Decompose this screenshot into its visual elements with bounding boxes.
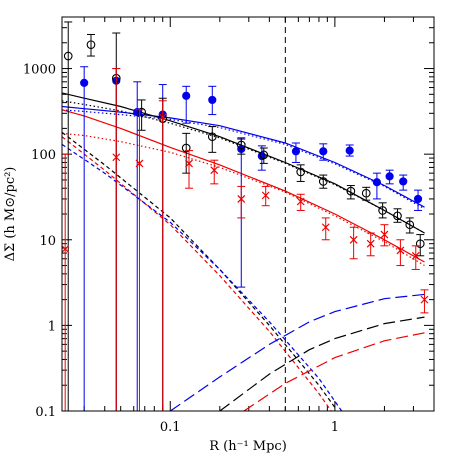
model-curve [62,92,425,234]
tick-labels: 0.1 1 0.1 1 10 100 1000 [23,63,339,435]
y-tick-label: 10 [39,234,56,249]
data-point [405,220,415,230]
data-point [345,146,354,155]
data-point [207,132,217,142]
y-tick-label: 0.1 [35,405,56,420]
data-point [372,178,382,187]
data-point [318,177,328,186]
data-point [296,167,306,177]
data-point [236,140,246,150]
data-point [80,78,89,87]
data-point [385,172,394,181]
data-point [399,177,408,186]
data-point [321,223,330,232]
data-point [208,95,217,105]
data-point [210,166,219,175]
data-points [62,21,429,411]
model-curve [169,293,425,411]
axis-ticks [62,16,435,412]
data-point [237,194,246,203]
data-point [415,239,425,249]
data-point [182,91,191,100]
data-point [346,186,356,196]
x-axis-label: R (h⁻¹ Mpc) [209,439,287,454]
model-curve [62,143,343,411]
data-point [319,147,328,156]
y-axis-label: ΔΣ (h M⊙/pc²) [3,167,18,262]
model-curve [62,105,425,208]
data-point [378,206,387,215]
model-curve [219,316,425,411]
data-point [366,239,375,248]
model-curve [62,136,332,411]
data-point [291,147,301,156]
data-point [413,194,423,204]
y-tick-label: 100 [31,148,56,163]
model-curve [62,109,425,263]
data-point [396,246,405,255]
data-point [380,230,389,239]
data-point [185,159,193,168]
y-tick-label: 1 [48,319,56,334]
data-point [63,51,73,61]
data-point [135,159,144,168]
y-tick-label: 1000 [23,63,56,78]
x-tick-label: 1 [331,420,339,435]
data-point [261,191,270,200]
data-point [181,143,191,153]
plot-frame [61,16,435,412]
data-point [296,197,305,206]
data-point [420,295,429,304]
data-point [62,245,70,253]
data-point [349,235,358,244]
data-point [158,113,167,122]
data-point [259,150,269,160]
data-point [411,251,420,260]
x-tick-label: 0.1 [160,420,181,435]
data-point [393,211,402,221]
data-point [112,153,121,162]
model-curve [243,332,425,411]
data-point [86,40,96,50]
data-point [361,188,371,198]
model-curve [62,109,425,210]
data-point [137,107,146,117]
